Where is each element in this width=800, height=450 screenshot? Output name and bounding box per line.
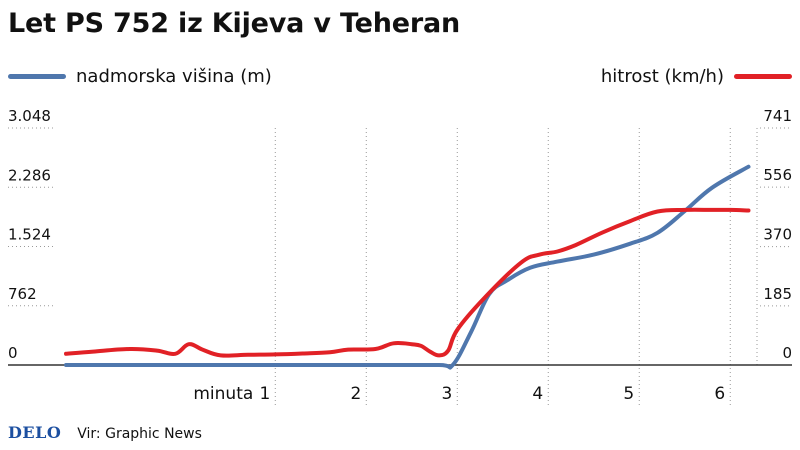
- series-altitude-line: [64, 164, 751, 370]
- legend-speed-swatch: [734, 74, 792, 79]
- y-left-tick-label: 2.286: [8, 166, 51, 184]
- y-left-tick-label: 3.048: [8, 107, 51, 125]
- y-right-tick-label: 741: [763, 107, 792, 125]
- legend-speed: hitrost (km/h): [601, 66, 792, 87]
- y-right-tick-label: 370: [763, 226, 792, 244]
- y-left-tick-label: 0: [8, 344, 18, 362]
- x-tick-label-2: 2: [350, 384, 361, 404]
- footer: DELO Vir: Graphic News: [8, 423, 202, 442]
- x-axis-label: minuta: [193, 384, 253, 404]
- series-speed-line: [64, 207, 751, 358]
- legend-altitude: nadmorska višina (m): [8, 66, 272, 87]
- y-right-tick-label: 0: [782, 344, 792, 362]
- y-left-tick-label: 1.524: [8, 226, 51, 244]
- y-left-tick-label: 762: [8, 285, 37, 303]
- legend-altitude-swatch: [8, 74, 66, 79]
- legend-speed-label: hitrost (km/h): [600, 66, 724, 87]
- source-note: Vir: Graphic News: [77, 426, 202, 442]
- x-tick-label-3: 3: [441, 384, 452, 404]
- y-right-tick-label: 556: [763, 166, 792, 184]
- brand-logo: DELO: [8, 423, 62, 442]
- x-tick-label-6: 6: [714, 384, 725, 404]
- legend-altitude-label: nadmorska višina (m): [76, 66, 272, 87]
- x-tick-label-4: 4: [532, 384, 543, 404]
- x-tick-label-5: 5: [623, 384, 634, 404]
- x-tick-label-1: 1: [259, 384, 270, 404]
- chart-title: Let PS 752 iz Kijeva v Teheran: [8, 8, 460, 39]
- y-right-tick-label: 185: [763, 285, 792, 303]
